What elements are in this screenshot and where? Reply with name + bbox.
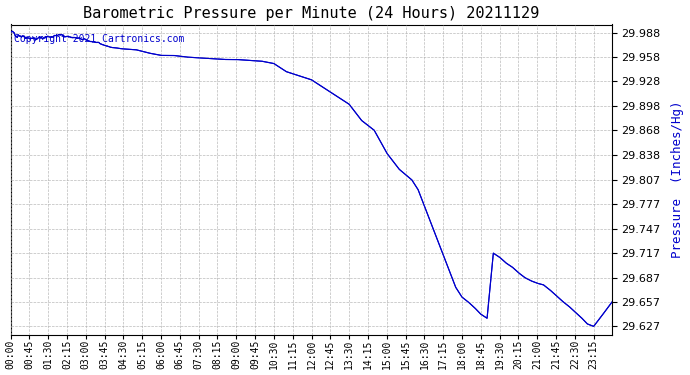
Y-axis label: Pressure  (Inches/Hg): Pressure (Inches/Hg) (671, 101, 684, 258)
Title: Barometric Pressure per Minute (24 Hours) 20211129: Barometric Pressure per Minute (24 Hours… (83, 6, 540, 21)
Text: Copyright 2021 Cartronics.com: Copyright 2021 Cartronics.com (14, 34, 184, 44)
